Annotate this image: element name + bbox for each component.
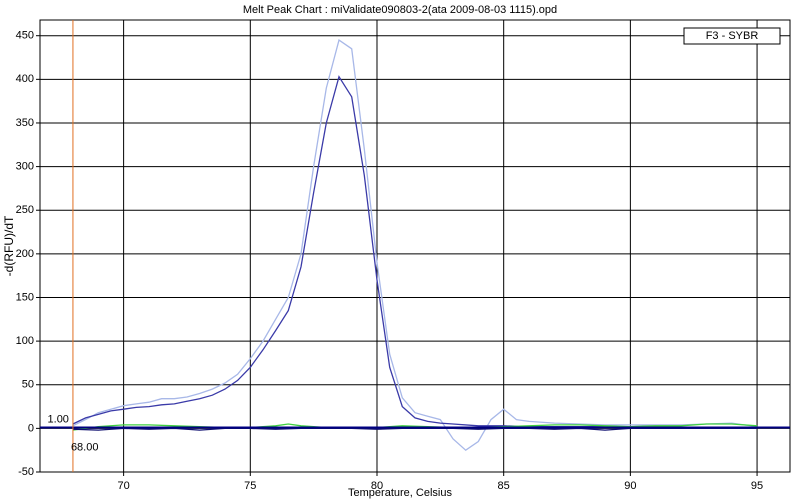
legend-box (683, 27, 781, 45)
legend-label: F3 - SYBR (706, 30, 759, 42)
y-tick-label: 350 (16, 117, 34, 129)
x-tick-label: 90 (624, 480, 636, 492)
x-tick-label: 80 (371, 480, 383, 492)
start-marker-label: 68.00 (71, 441, 99, 453)
series-line (72, 423, 758, 431)
y-tick-label: 0 (28, 422, 34, 434)
y-tick-label: 300 (16, 161, 34, 173)
y-tick-label: 100 (16, 335, 34, 347)
series-line (72, 39, 758, 452)
x-tick-label: 85 (498, 480, 510, 492)
y-tick-label: 400 (16, 73, 34, 85)
y-tick-label: 150 (16, 291, 34, 303)
y-tick-label: -50 (18, 466, 34, 478)
chart-title: Melt Peak Chart : miValidate090803-2(ata… (243, 4, 557, 16)
y-tick-label: 200 (16, 248, 34, 260)
x-tick-label: 95 (751, 480, 763, 492)
y-tick-label: 250 (16, 204, 34, 216)
x-tick-label: 75 (244, 480, 256, 492)
threshold-label: 1.00 (48, 413, 69, 425)
plot-area (39, 19, 791, 473)
x-axis-label: Temperature, Celsius (348, 487, 452, 499)
x-tick-label: 70 (117, 480, 129, 492)
y-tick-label: 450 (16, 30, 34, 42)
y-tick-label: 50 (22, 379, 34, 391)
y-axis-label: -d(RFU)/dT (2, 215, 16, 276)
